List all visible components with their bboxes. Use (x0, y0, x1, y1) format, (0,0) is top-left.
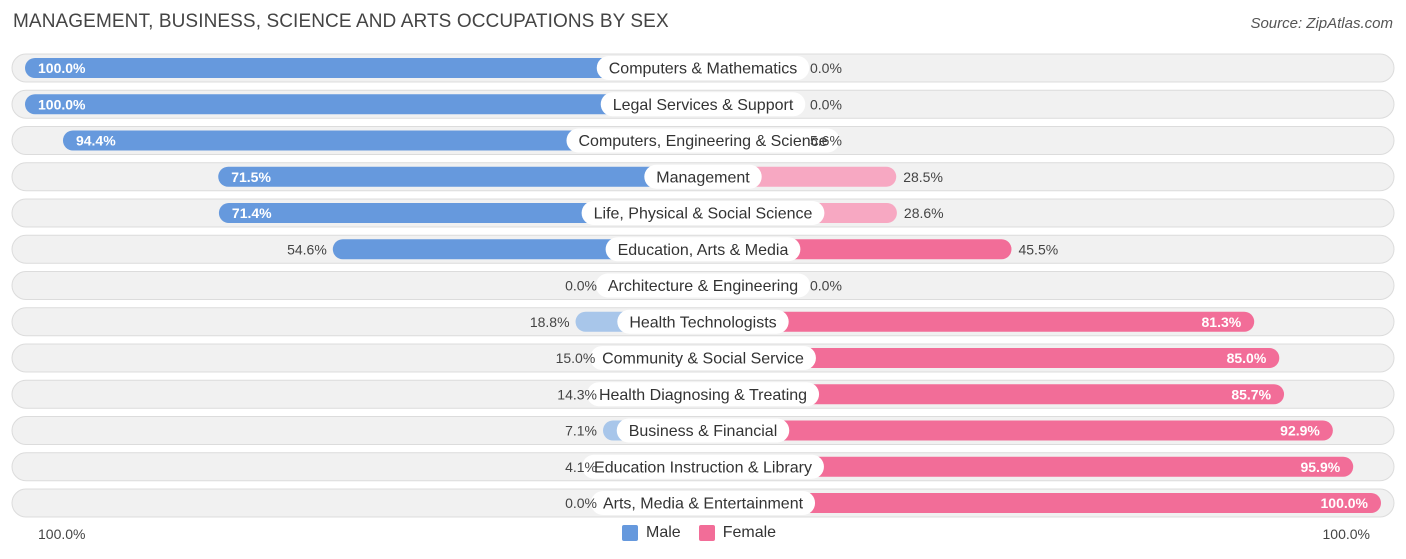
category-label-bg (590, 491, 816, 515)
category-label: Computers, Engineering & Science (578, 133, 827, 150)
axis-right-label: 100.0% (1322, 526, 1370, 542)
category-label-bg (582, 454, 824, 479)
female-value-label: 81.3% (1202, 314, 1242, 330)
category-label-bg (596, 56, 810, 80)
category-label: Architecture & Engineering (608, 278, 798, 295)
female-value-label: 100.0% (1321, 495, 1369, 511)
male-value-label: 14.3% (557, 386, 597, 402)
category-label-bg (581, 201, 825, 225)
male-bar (62, 130, 703, 151)
category-label: Education, Arts & Media (618, 242, 789, 259)
male-value-label: 100.0% (38, 60, 86, 76)
category-label-bg (600, 92, 806, 117)
category-label-bg (617, 309, 789, 334)
female-value-label: 5.6% (810, 133, 842, 149)
female-bar (703, 311, 1255, 332)
male-bar (218, 203, 703, 223)
source-note: Source: ZipAtlas.com (1250, 15, 1393, 32)
male-bar (25, 58, 703, 78)
legend-male: Male (622, 524, 681, 542)
male-value-label: 18.8% (530, 314, 570, 330)
axis-left-label: 100.0% (38, 526, 86, 542)
category-label: Life, Physical & Social Science (594, 206, 813, 223)
female-value-label: 0.0% (810, 60, 842, 76)
chart-title: MANAGEMENT, BUSINESS, SCIENCE AND ARTS O… (13, 11, 669, 32)
category-label-bg (605, 237, 801, 262)
male-value-label: 7.1% (565, 423, 597, 439)
category-label-bg (566, 128, 840, 153)
legend-male-label: Male (646, 524, 681, 541)
category-label-bg (590, 346, 816, 370)
female-bar (703, 384, 1285, 405)
category-label: Business & Financial (629, 423, 778, 440)
female-value-label: 95.9% (1300, 459, 1340, 475)
female-value-label: 0.0% (810, 278, 842, 294)
legend: Male Female (622, 524, 794, 542)
male-bar (25, 94, 703, 115)
female-value-label: 92.9% (1280, 423, 1320, 439)
female-value-label: 45.5% (1018, 241, 1058, 257)
category-label: Health Technologists (629, 314, 776, 331)
category-label: Community & Social Service (602, 351, 804, 368)
female-value-label: 85.7% (1231, 386, 1271, 402)
legend-female-label: Female (722, 524, 777, 541)
category-label-bg (586, 382, 820, 407)
category-label-bg (644, 164, 762, 189)
male-value-label: 0.0% (565, 278, 597, 294)
category-label: Education Instruction & Library (594, 459, 812, 476)
category-label: Computers & Mathematics (609, 61, 798, 78)
male-bar (218, 166, 704, 187)
category-label: Legal Services & Support (613, 97, 794, 114)
male-value-label: 100.0% (38, 96, 86, 112)
legend-female-swatch (698, 525, 715, 541)
category-label-bg (595, 273, 811, 298)
female-value-label: 85.0% (1227, 350, 1267, 366)
female-bar (703, 456, 1354, 477)
legend-male-swatch (622, 525, 638, 541)
category-label: Arts, Media & Entertainment (603, 496, 804, 513)
legend-female: Female (698, 524, 777, 542)
male-value-label: 71.5% (231, 169, 271, 185)
category-label-bg (616, 418, 790, 443)
male-value-label: 15.0% (556, 350, 596, 366)
female-bar (703, 348, 1280, 368)
female-value-label: 28.6% (904, 205, 944, 221)
female-value-label: 0.0% (810, 96, 842, 112)
male-value-label: 94.4% (76, 133, 116, 149)
category-label: Management (656, 169, 750, 186)
male-value-label: 0.0% (565, 495, 597, 511)
female-bar (703, 493, 1381, 513)
male-value-label: 54.6% (287, 241, 327, 257)
male-value-label: 4.1% (565, 459, 597, 475)
male-value-label: 71.4% (232, 205, 272, 221)
female-bar (703, 420, 1333, 441)
female-value-label: 28.5% (903, 169, 943, 185)
category-label: Health Diagnosing & Treating (599, 387, 807, 404)
bar-chart: Computers & Mathematics 100.0% 0.0% Legal S… (11, 53, 1395, 518)
